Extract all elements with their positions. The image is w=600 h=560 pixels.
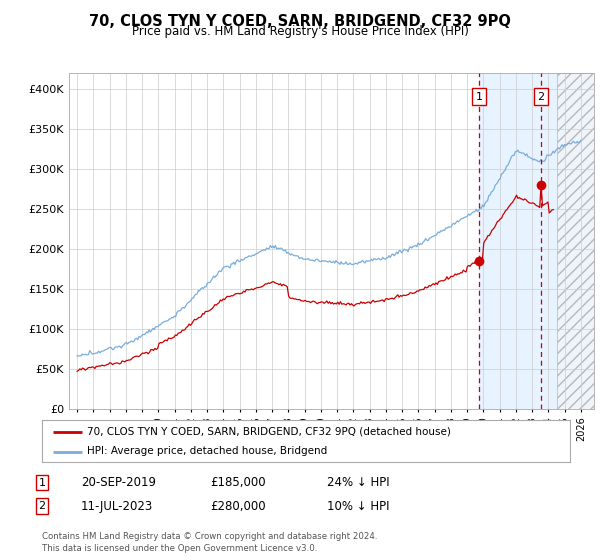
Text: 10% ↓ HPI: 10% ↓ HPI — [327, 500, 389, 513]
Text: £280,000: £280,000 — [210, 500, 266, 513]
Text: £185,000: £185,000 — [210, 476, 266, 489]
Text: 11-JUL-2023: 11-JUL-2023 — [81, 500, 153, 513]
Text: 20-SEP-2019: 20-SEP-2019 — [81, 476, 156, 489]
Text: 70, CLOS TYN Y COED, SARN, BRIDGEND, CF32 9PQ (detached house): 70, CLOS TYN Y COED, SARN, BRIDGEND, CF3… — [87, 427, 451, 437]
Text: 24% ↓ HPI: 24% ↓ HPI — [327, 476, 389, 489]
Text: 70, CLOS TYN Y COED, SARN, BRIDGEND, CF32 9PQ: 70, CLOS TYN Y COED, SARN, BRIDGEND, CF3… — [89, 14, 511, 29]
Text: Contains HM Land Registry data © Crown copyright and database right 2024.
This d: Contains HM Land Registry data © Crown c… — [42, 533, 377, 553]
Text: Price paid vs. HM Land Registry's House Price Index (HPI): Price paid vs. HM Land Registry's House … — [131, 25, 469, 38]
Text: HPI: Average price, detached house, Bridgend: HPI: Average price, detached house, Brid… — [87, 446, 327, 456]
Bar — [557, 73, 594, 409]
Text: 2: 2 — [38, 501, 46, 511]
Bar — [479, 73, 557, 409]
Text: 2: 2 — [537, 92, 544, 102]
Text: 1: 1 — [38, 478, 46, 488]
Text: 1: 1 — [475, 92, 482, 102]
Bar — [557, 73, 594, 409]
